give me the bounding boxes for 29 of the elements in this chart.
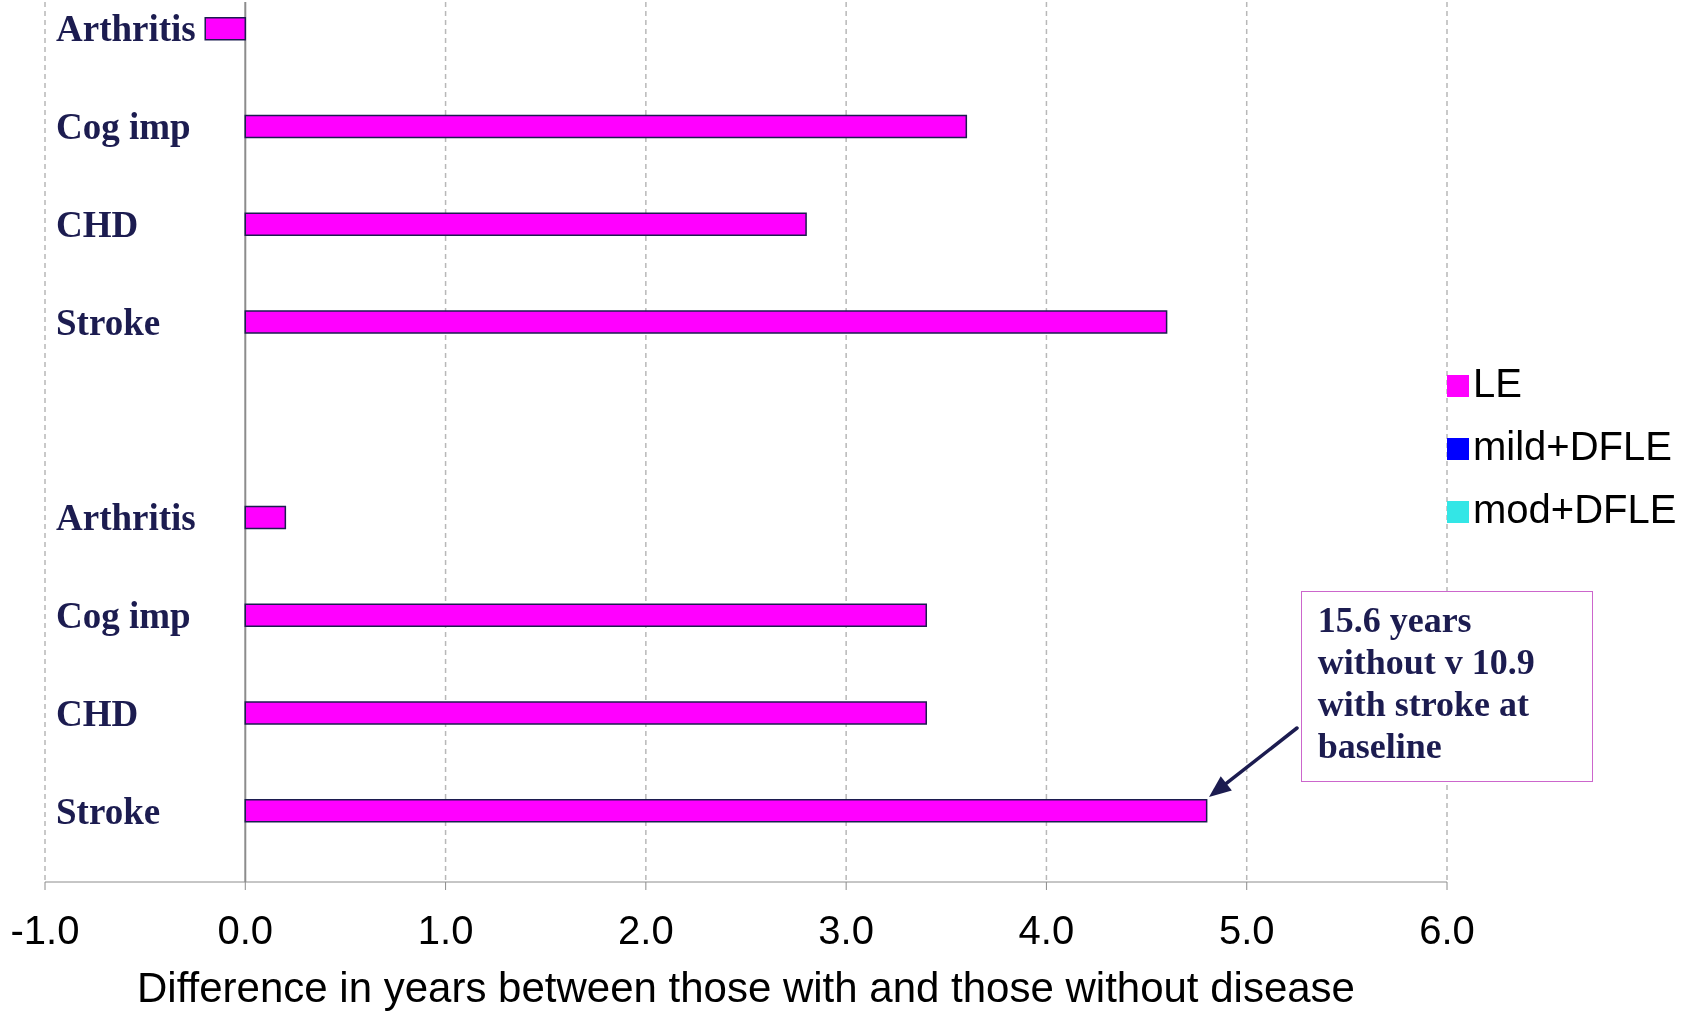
y-tick-label: Cog imp: [56, 106, 191, 148]
legend-label: mod+DFLE: [1473, 487, 1677, 531]
bar: [244, 505, 287, 530]
bar: [244, 310, 1168, 334]
annotation: 15.6 years without v 10.9 with stroke at baseline: [1317, 599, 1536, 768]
x-tick-label: 1.0: [417, 908, 474, 953]
y-tick-label: Stroke: [56, 790, 161, 832]
x-axis-title: Difference in years between those with and those without disease: [137, 964, 1355, 1011]
bar: [204, 16, 247, 41]
x-tick-label: 2.0: [618, 908, 674, 953]
y-tick-label: Arthritis: [56, 497, 196, 539]
bar: [244, 212, 807, 236]
x-tick-label: 4.0: [1018, 908, 1075, 953]
x-tick-label: -1.0: [10, 908, 80, 953]
y-tick-label: CHD: [56, 692, 139, 734]
y-tick-label: Arthritis: [56, 8, 196, 50]
bar: [244, 114, 968, 139]
bar: [244, 603, 928, 628]
x-tick-label: 5.0: [1218, 908, 1275, 953]
x-tick-label: 3.0: [818, 908, 874, 953]
x-tick-label: 6.0: [1419, 908, 1475, 953]
bar: [244, 701, 928, 725]
y-tick-label: Cog imp: [56, 595, 191, 637]
y-tick-label: CHD: [56, 203, 139, 245]
bar: [244, 799, 1208, 823]
legend-label: LE: [1473, 361, 1522, 405]
y-tick-label: Stroke: [56, 301, 161, 343]
x-tick-label: 0.0: [217, 908, 274, 953]
legend-label: mild+DFLE: [1473, 424, 1672, 468]
